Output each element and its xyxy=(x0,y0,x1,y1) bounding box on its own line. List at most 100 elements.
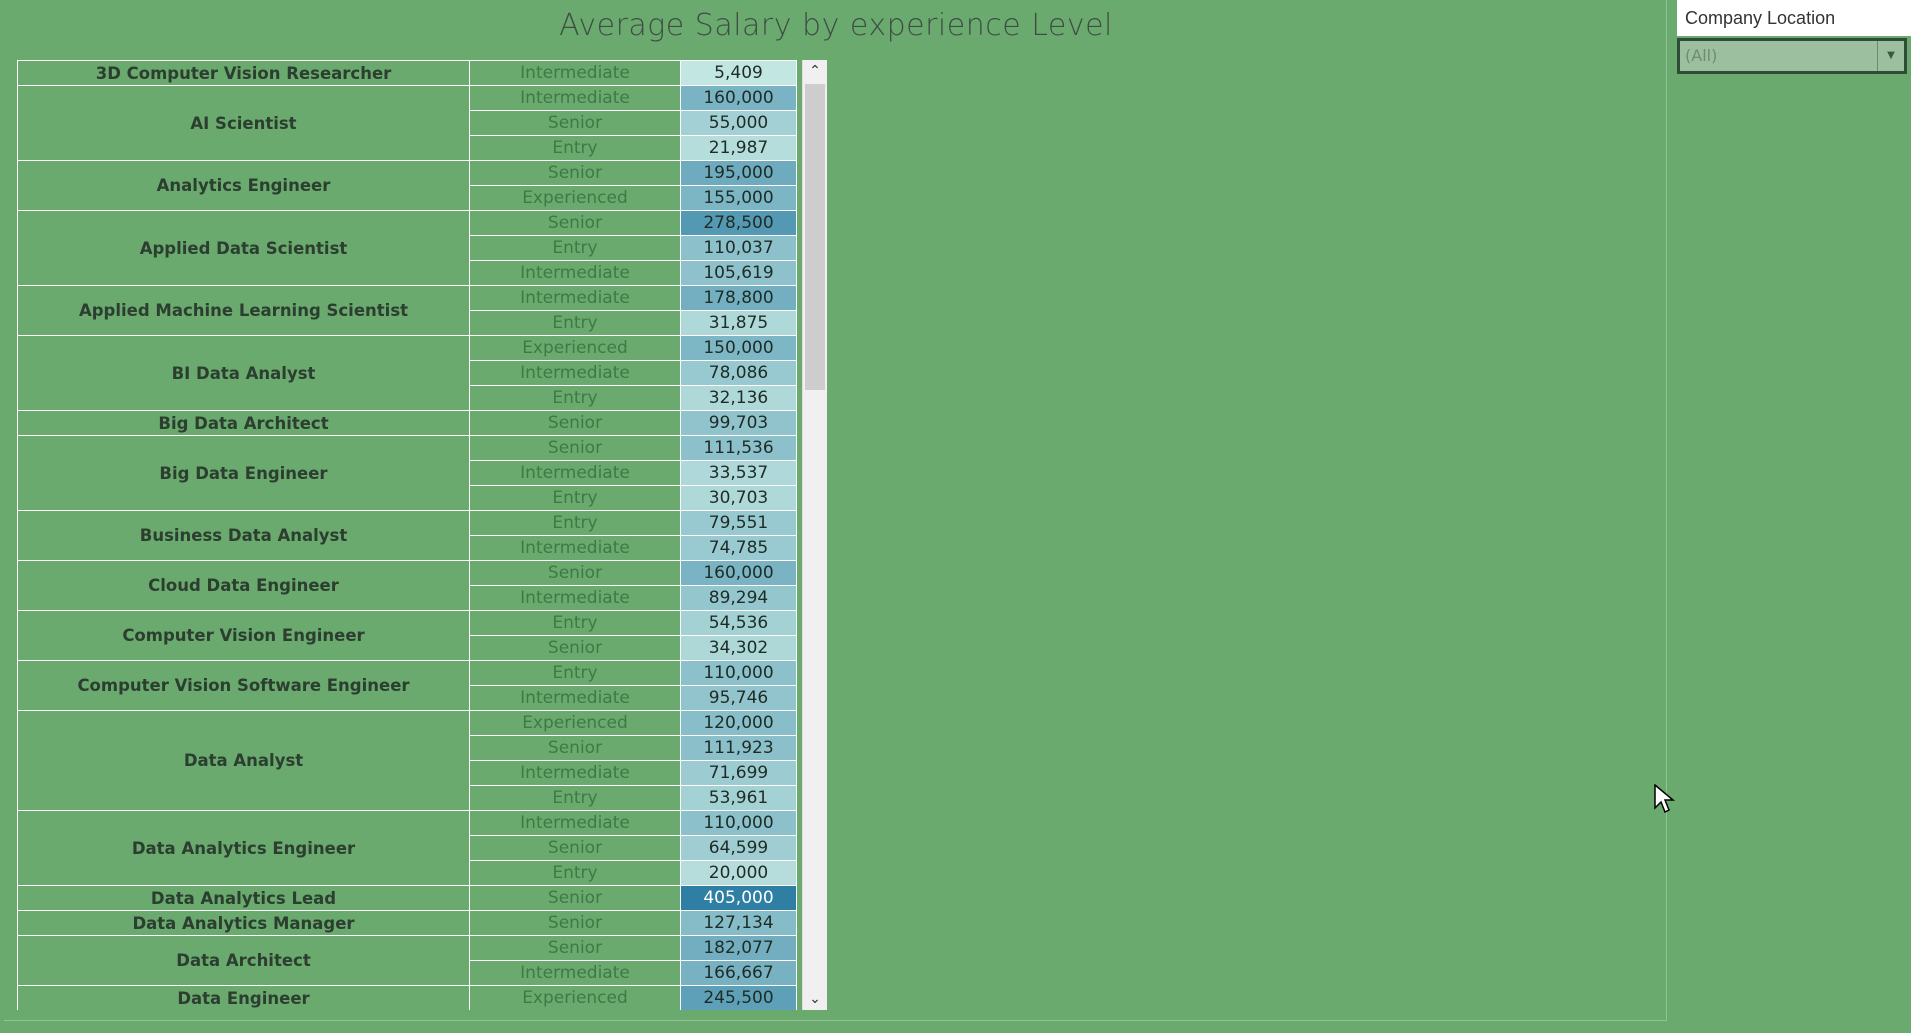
salary-value-cell: 120,000 xyxy=(680,710,797,736)
table-row: Senior 55,000 xyxy=(18,110,797,136)
salary-value-cell: 78,086 xyxy=(680,360,797,386)
salary-value-cell: 150,000 xyxy=(680,335,797,361)
filter-label: Company Location xyxy=(1677,0,1911,36)
experience-level-cell: Experienced xyxy=(469,710,681,736)
experience-level-cell: Entry xyxy=(469,785,681,811)
scroll-up-arrow-icon[interactable]: ⌃ xyxy=(809,63,821,79)
job-title-cell: Analytics Engineer xyxy=(17,160,470,211)
experience-level-cell: Senior xyxy=(469,935,681,961)
experience-level-cell: Experienced xyxy=(469,335,681,361)
experience-level-cell: Entry xyxy=(469,385,681,411)
table-row: Senior 34,302 xyxy=(18,635,797,661)
table-row: BI Data Analyst Experienced 150,000 xyxy=(17,335,797,411)
job-title-cell: Business Data Analyst xyxy=(17,510,470,561)
job-title-cell: Data Analytics Engineer xyxy=(17,810,470,886)
table-row: Data Analyst Experienced 120,000 xyxy=(17,710,797,811)
table-row: Experienced 155,000 xyxy=(18,185,797,211)
experience-level-cell: Senior xyxy=(469,110,681,136)
table-row: Intermediate 71,699 xyxy=(18,760,797,786)
salary-value-cell: 55,000 xyxy=(680,110,797,136)
experience-level-cell: Entry xyxy=(469,660,681,686)
experience-level-cell: Entry xyxy=(469,510,681,536)
dashboard-frame xyxy=(4,0,1667,1021)
table-row: Data Architect Senior 182,077 xyxy=(17,935,797,986)
company-location-dropdown[interactable]: (All) ▼ xyxy=(1677,38,1907,74)
table-row: Intermediate 78,086 xyxy=(18,360,797,386)
experience-level-cell: Intermediate xyxy=(469,960,681,986)
experience-level-cell: Intermediate xyxy=(469,360,681,386)
salary-value-cell: 74,785 xyxy=(680,535,797,561)
experience-level-cell: Senior xyxy=(469,835,681,861)
salary-value-cell: 95,746 xyxy=(680,685,797,711)
experience-level-cell: Senior xyxy=(469,735,681,761)
job-title-cell: AI Scientist xyxy=(17,85,470,161)
table-row: Computer Vision Engineer Entry 54,536 xyxy=(17,610,797,661)
experience-level-cell: Intermediate xyxy=(469,585,681,611)
salary-value-cell: 111,923 xyxy=(680,735,797,761)
mouse-cursor-icon xyxy=(1654,784,1676,814)
chevron-down-icon[interactable]: ▼ xyxy=(1877,41,1904,71)
job-title-cell: Big Data Engineer xyxy=(17,435,470,511)
job-title-cell: Applied Data Scientist xyxy=(17,210,470,286)
salary-value-cell: 64,599 xyxy=(680,835,797,861)
salary-value-cell: 278,500 xyxy=(680,210,797,236)
table-row: Applied Machine Learning Scientist Interm… xyxy=(17,285,797,336)
table-row: Data Analytics Lead Senior 405,000 xyxy=(17,885,797,911)
experience-level-cell: Entry xyxy=(469,135,681,161)
job-title-cell: Computer Vision Software Engineer xyxy=(17,660,470,711)
salary-value-cell: 160,000 xyxy=(680,560,797,586)
experience-level-cell: Entry xyxy=(469,610,681,636)
table-row: Intermediate 33,537 xyxy=(18,460,797,486)
job-title-cell: BI Data Analyst xyxy=(17,335,470,411)
salary-value-cell: 105,619 xyxy=(680,260,797,286)
salary-value-cell: 195,000 xyxy=(680,160,797,186)
table-row: Intermediate 74,785 xyxy=(18,535,797,561)
salary-value-cell: 166,667 xyxy=(680,960,797,986)
experience-level-cell: Intermediate xyxy=(469,460,681,486)
salary-value-cell: 182,077 xyxy=(680,935,797,961)
job-title-cell: Cloud Data Engineer xyxy=(17,560,470,611)
scroll-down-arrow-icon[interactable]: ⌄ xyxy=(809,991,821,1007)
table-row: Entry 30,703 xyxy=(18,485,797,511)
experience-level-cell: Senior xyxy=(469,410,681,436)
salary-value-cell: 110,037 xyxy=(680,235,797,261)
salary-value-cell: 99,703 xyxy=(680,410,797,436)
job-title-cell: Data Analytics Manager xyxy=(17,910,470,936)
salary-value-cell: 405,000 xyxy=(680,885,797,911)
salary-value-cell: 245,500 xyxy=(680,985,797,1010)
experience-level-cell: Senior xyxy=(469,210,681,236)
table-row: Entry 110,037 xyxy=(18,235,797,261)
salary-value-cell: 5,409 xyxy=(680,60,797,86)
table-row: Data Analytics Manager Senior 127,134 xyxy=(17,910,797,936)
experience-level-cell: Entry xyxy=(469,485,681,511)
salary-table: 3D Computer Vision Researcher Intermediat… xyxy=(17,60,797,1010)
table-row: Big Data Engineer Senior 111,536 xyxy=(17,435,797,511)
experience-level-cell: Intermediate xyxy=(469,260,681,286)
table-row: Entry 20,000 xyxy=(18,860,797,886)
salary-value-cell: 110,000 xyxy=(680,660,797,686)
job-title-cell: 3D Computer Vision Researcher xyxy=(17,60,470,86)
salary-value-cell: 111,536 xyxy=(680,435,797,461)
table-row: Data Analytics Engineer Intermediate 110,0… xyxy=(17,810,797,886)
experience-level-cell: Entry xyxy=(469,310,681,336)
salary-value-cell: 30,703 xyxy=(680,485,797,511)
salary-value-cell: 32,136 xyxy=(680,385,797,411)
table-row: Cloud Data Engineer Senior 160,000 xyxy=(17,560,797,611)
salary-value-cell: 127,134 xyxy=(680,910,797,936)
experience-level-cell: Intermediate xyxy=(469,685,681,711)
vertical-scrollbar[interactable]: ⌃ ⌄ xyxy=(802,60,827,1010)
table-row: Entry 32,136 xyxy=(18,385,797,411)
experience-level-cell: Intermediate xyxy=(469,285,681,311)
table-row: Applied Data Scientist Senior 278,500 xyxy=(17,210,797,286)
table-row: 3D Computer Vision Researcher Intermediat… xyxy=(17,60,797,86)
salary-value-cell: 20,000 xyxy=(680,860,797,886)
experience-level-cell: Entry xyxy=(469,235,681,261)
salary-value-cell: 155,000 xyxy=(680,185,797,211)
salary-value-cell: 71,699 xyxy=(680,760,797,786)
table-row: AI Scientist Intermediate 160,000 xyxy=(17,85,797,161)
salary-value-cell: 33,537 xyxy=(680,460,797,486)
experience-level-cell: Senior xyxy=(469,160,681,186)
job-title-cell: Applied Machine Learning Scientist xyxy=(17,285,470,336)
table-row: Entry 21,987 xyxy=(18,135,797,161)
scrollbar-thumb[interactable] xyxy=(805,84,825,390)
